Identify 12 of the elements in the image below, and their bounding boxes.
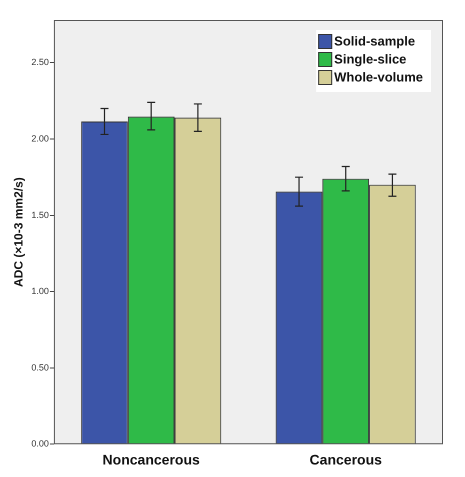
x-tick-label: Noncancerous bbox=[102, 451, 200, 468]
y-tick-label: 0.50 bbox=[31, 362, 49, 372]
legend-label: Whole-volume bbox=[334, 70, 424, 85]
y-tick-label: 1.50 bbox=[31, 210, 49, 220]
y-axis-title: ADC (×10-3 mm2/s) bbox=[12, 177, 26, 287]
x-tick-label: Cancerous bbox=[310, 451, 382, 468]
legend-label: Solid-sample bbox=[334, 34, 416, 49]
y-tick-label: 2.00 bbox=[31, 134, 49, 144]
y-tick-label: 0.00 bbox=[31, 438, 49, 449]
legend-label: Single-slice bbox=[334, 52, 406, 67]
y-tick-label: 1.00 bbox=[31, 286, 49, 296]
y-tick-label: 2.50 bbox=[31, 57, 49, 68]
